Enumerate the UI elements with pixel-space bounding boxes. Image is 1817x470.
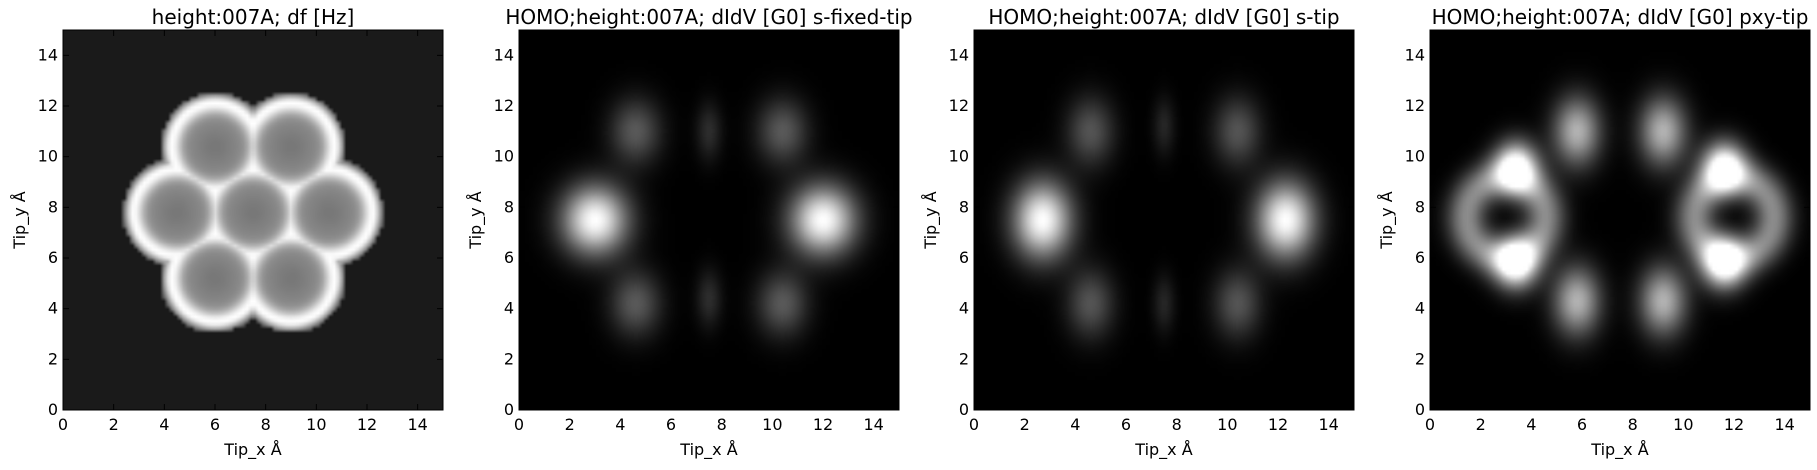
y-tick-label: 0: [48, 400, 58, 419]
x-tick-label: 6: [1577, 415, 1587, 434]
heatmap-image: [974, 30, 1354, 410]
x-tick-label: 12: [1268, 415, 1288, 434]
plot-frame: [518, 29, 900, 411]
x-tick-label: 4: [615, 415, 625, 434]
x-tick-label: 10: [1673, 415, 1693, 434]
y-tick-label: 0: [504, 400, 514, 419]
heatmap-panel: 0 2 4 6 8 10 12 14 0 2 4 6 8 10 12 14 height:007A; df [H…: [10, 5, 444, 460]
y-tick-label: 12: [949, 96, 969, 115]
x-axis-label: Tip_x Å: [1134, 440, 1192, 460]
x-axis-label: Tip_x Å: [1590, 440, 1648, 460]
x-tick-label: 14: [1318, 415, 1338, 434]
y-axis-label: Tip_y Å: [921, 191, 941, 249]
y-tick-label: 6: [1415, 248, 1425, 267]
y-tick-label: 10: [494, 147, 514, 166]
x-tick-label: 2: [1476, 415, 1486, 434]
y-tick-label: 8: [1415, 197, 1425, 216]
y-tick-label: 8: [48, 197, 58, 216]
y-tick-label: 10: [1405, 147, 1425, 166]
x-tick-label: 2: [1020, 415, 1030, 434]
y-tick-label: 8: [504, 197, 514, 216]
x-tick-label: 4: [159, 415, 169, 434]
plot-frame: [62, 29, 444, 411]
y-tick-label: 6: [504, 248, 514, 267]
y-tick-label: 14: [949, 45, 969, 64]
y-tick-label: 4: [959, 299, 969, 318]
y-tick-label: 6: [48, 248, 58, 267]
x-tick-label: 2: [109, 415, 119, 434]
y-tick-label: 10: [949, 147, 969, 166]
heatmap-panel: 0 2 4 6 8 10 12 14 0 2 4 6 8 10 12 14 HOMO;height:007A; …: [466, 5, 913, 460]
x-tick-label: 4: [1526, 415, 1536, 434]
x-tick-label: 6: [1121, 415, 1131, 434]
x-tick-label: 14: [1774, 415, 1794, 434]
plot-frame: [973, 29, 1355, 411]
heatmap-image: [519, 30, 899, 410]
y-tick-label: 2: [1415, 349, 1425, 368]
chart-title: HOMO;height:007A; dIdV [G0] pxy-tip: [1432, 5, 1809, 29]
x-tick-label: 12: [813, 415, 833, 434]
heatmap-image: [63, 30, 443, 410]
chart-title: height:007A; df [Hz]: [152, 5, 355, 29]
y-tick-label: 0: [959, 400, 969, 419]
y-axis-label: Tip_y Å: [10, 191, 30, 249]
x-tick-label: 0: [1425, 415, 1435, 434]
y-tick-label: 2: [504, 349, 514, 368]
y-tick-label: 6: [959, 248, 969, 267]
plot-frame: [1429, 29, 1811, 411]
y-tick-label: 2: [959, 349, 969, 368]
heatmap-panel: 0 2 4 6 8 10 12 14 0 2 4 6 8 10 12 14 HOMO;height:007A; …: [1377, 5, 1811, 460]
y-tick-label: 12: [38, 96, 58, 115]
x-tick-label: 8: [1628, 415, 1638, 434]
x-tick-label: 14: [863, 415, 883, 434]
x-tick-label: 8: [717, 415, 727, 434]
y-tick-label: 4: [48, 299, 58, 318]
y-tick-label: 8: [959, 197, 969, 216]
x-tick-label: 8: [1172, 415, 1182, 434]
y-tick-label: 14: [494, 45, 514, 64]
chart-title: HOMO;height:007A; dIdV [G0] s-fixed-tip: [505, 5, 912, 29]
y-tick-label: 2: [48, 349, 58, 368]
x-tick-label: 10: [762, 415, 782, 434]
y-tick-label: 4: [1415, 299, 1425, 318]
x-axis-label: Tip_x Å: [223, 440, 281, 460]
y-tick-label: 14: [1405, 45, 1425, 64]
x-tick-label: 12: [357, 415, 377, 434]
x-tick-label: 0: [58, 415, 68, 434]
y-axis-label: Tip_y Å: [466, 191, 486, 249]
y-axis-label: Tip_y Å: [1377, 191, 1397, 249]
y-tick-label: 12: [1405, 96, 1425, 115]
heatmap-image: [1430, 30, 1810, 410]
x-tick-label: 4: [1070, 415, 1080, 434]
y-tick-label: 10: [38, 147, 58, 166]
heatmap-panel: 0 2 4 6 8 10 12 14 0 2 4 6 8 10 12 14 HOMO;height:007A; …: [921, 5, 1355, 460]
y-tick-label: 4: [504, 299, 514, 318]
chart-title: HOMO;height:007A; dIdV [G0] s-tip: [988, 5, 1339, 29]
y-tick-label: 12: [494, 96, 514, 115]
x-tick-label: 10: [1217, 415, 1237, 434]
x-tick-label: 8: [261, 415, 271, 434]
y-tick-label: 0: [1415, 400, 1425, 419]
x-tick-label: 12: [1724, 415, 1744, 434]
x-tick-label: 0: [514, 415, 524, 434]
x-tick-label: 10: [306, 415, 326, 434]
x-tick-label: 14: [407, 415, 427, 434]
x-axis-label: Tip_x Å: [679, 440, 737, 460]
x-tick-label: 0: [969, 415, 979, 434]
y-tick-label: 14: [38, 45, 58, 64]
x-tick-label: 6: [210, 415, 220, 434]
x-tick-label: 2: [565, 415, 575, 434]
x-tick-label: 6: [666, 415, 676, 434]
